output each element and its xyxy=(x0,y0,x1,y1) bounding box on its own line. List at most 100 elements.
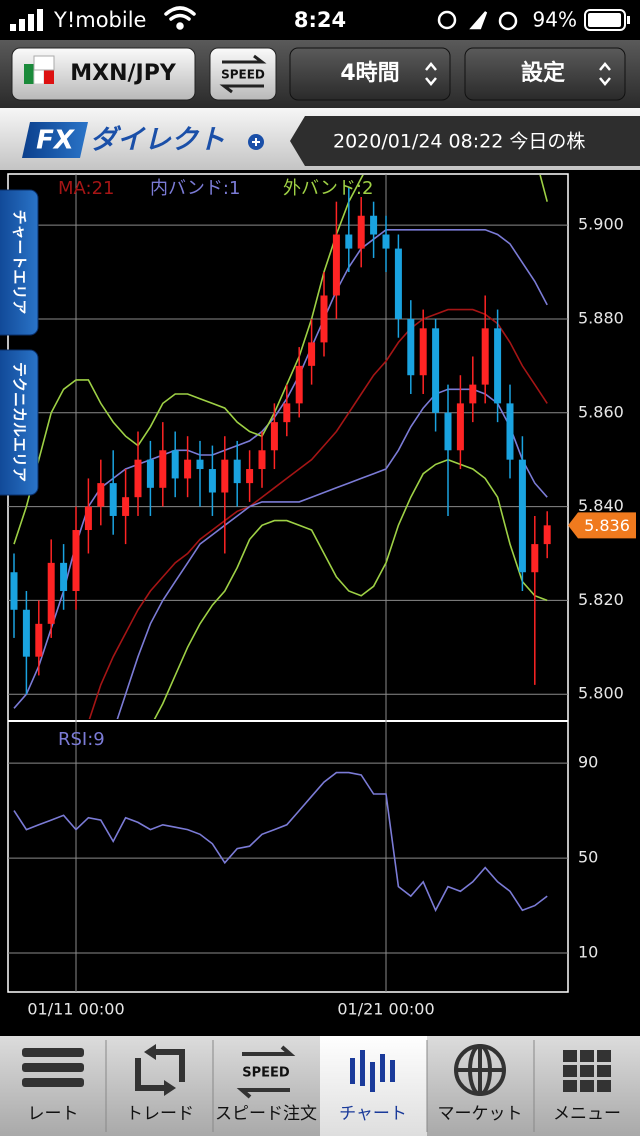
candle-body xyxy=(506,403,514,460)
candle-body xyxy=(47,562,55,624)
y-tick-label: 5.860 xyxy=(578,402,624,421)
clock: 8:24 xyxy=(294,8,346,32)
candle-body xyxy=(159,450,167,488)
logo-plus-sign xyxy=(252,138,260,146)
battery-icon xyxy=(584,9,626,31)
tab-label: トレード xyxy=(126,1104,194,1124)
candle-body xyxy=(146,459,154,488)
candle-body xyxy=(531,544,539,573)
candle-body xyxy=(35,623,43,657)
wifi-icon xyxy=(164,6,196,30)
candle-body xyxy=(481,328,489,385)
side-tab[interactable]: テクニカルエリア xyxy=(0,349,39,496)
candle-body xyxy=(494,328,502,404)
tab[interactable]: SPEED スピード注文 xyxy=(215,1045,317,1124)
candle-body xyxy=(184,459,192,479)
side-tab-label: テクニカルエリア xyxy=(11,362,29,482)
current-price-label: 5.836 xyxy=(584,516,630,535)
battery-level xyxy=(588,13,621,27)
tab[interactable]: トレード xyxy=(126,1044,194,1124)
tab-label: スピード注文 xyxy=(215,1104,317,1124)
speed-label: SPEED xyxy=(221,68,265,82)
settings-button[interactable]: 設定 xyxy=(464,47,626,101)
status-icons xyxy=(437,10,518,31)
candle-body xyxy=(196,459,204,470)
candle-body xyxy=(419,328,427,376)
candle-body xyxy=(72,530,80,592)
candle-body xyxy=(122,497,130,516)
indicator-line xyxy=(13,771,548,913)
status-bg xyxy=(0,0,640,40)
candle-body xyxy=(221,459,229,493)
toolbar: MXN/JPY SPEED 4時間 設定 xyxy=(0,40,640,108)
chart-labels: 5.800 5.820 5.840 5.860 5.880 5.900 10 50 90 01/1… xyxy=(27,178,636,1019)
candle-body xyxy=(456,403,464,451)
settings-label: 設定 xyxy=(521,60,565,86)
candle-body xyxy=(543,525,551,545)
y-tick-label: 10 xyxy=(578,943,598,962)
battery-tip xyxy=(627,16,630,24)
carrier: Y!mobile xyxy=(53,8,146,32)
battery-text: 94% xyxy=(533,8,577,32)
tab[interactable]: チャート xyxy=(339,1050,407,1124)
candle-body xyxy=(208,469,216,493)
candle-body xyxy=(246,469,254,484)
candle-body xyxy=(97,483,105,507)
candle-body xyxy=(233,459,241,484)
candle-body xyxy=(84,506,92,531)
logo-box xyxy=(22,122,88,158)
candle-body xyxy=(22,609,30,657)
candle-body xyxy=(171,450,179,479)
tab[interactable]: メニュー xyxy=(553,1050,621,1124)
candle-body xyxy=(308,342,316,366)
x-tick-label: 01/21 00:00 xyxy=(337,1000,434,1019)
tab-bar: レート トレード SPEED スピード注文 チャート マーケット メニュー xyxy=(0,1036,640,1136)
ticker-box xyxy=(290,116,640,166)
tab-label: レート xyxy=(28,1104,79,1124)
tab-label: マーケット xyxy=(438,1104,523,1124)
candle-body xyxy=(357,215,365,249)
x-tick-label: 01/11 00:00 xyxy=(27,1000,124,1019)
candle-body xyxy=(109,483,117,516)
candle-body xyxy=(469,384,477,404)
banner: FX ダイレクト 2020/01/24 08:22 今日の株 xyxy=(0,108,640,170)
candle-body xyxy=(295,365,303,404)
candle-body xyxy=(518,459,526,573)
speed-button[interactable]: SPEED xyxy=(209,47,277,101)
ticker-text: 2020/01/24 08:22 今日の株 xyxy=(333,131,585,153)
candle-body xyxy=(283,403,291,423)
y-tick-label: 5.880 xyxy=(578,308,624,327)
candle-body xyxy=(320,295,328,343)
logo-fx: FX xyxy=(36,126,76,156)
current-price-marker xyxy=(568,512,636,539)
timeframe-button[interactable]: 4時間 xyxy=(289,47,451,101)
tab[interactable]: レート xyxy=(22,1048,84,1124)
candle-body xyxy=(444,412,452,451)
candle-body xyxy=(332,234,340,296)
y-tick-label: 5.900 xyxy=(578,215,624,234)
status-bar: Y!mobile 8:24 94% xyxy=(0,0,640,40)
rsi-plot xyxy=(13,771,548,913)
legend-entry: RSI:9 xyxy=(58,729,105,750)
tab[interactable]: マーケット xyxy=(438,1044,523,1124)
tab-label: チャート xyxy=(339,1104,407,1124)
y-tick-label: 90 xyxy=(578,753,598,772)
candle-body xyxy=(10,572,18,610)
timeframe-label: 4時間 xyxy=(340,61,399,86)
candle-body xyxy=(407,318,415,376)
side-tab[interactable]: チャートエリア xyxy=(0,189,39,336)
logo-text: ダイレクト xyxy=(90,125,225,156)
signal-icon xyxy=(10,9,43,31)
candle-body xyxy=(134,459,142,498)
y-tick-label: 5.820 xyxy=(578,590,624,609)
candle-body xyxy=(382,234,390,249)
pair-button[interactable]: MXN/JPY xyxy=(11,47,196,101)
side-tab-label: チャートエリア xyxy=(11,210,29,315)
legend-entry: 内バンド:1 xyxy=(150,178,240,199)
legend-entry: 外バンド:2 xyxy=(283,178,373,199)
y-tick-label: 5.840 xyxy=(578,496,624,515)
indicator-line xyxy=(88,308,548,719)
indicator-line xyxy=(13,175,548,545)
